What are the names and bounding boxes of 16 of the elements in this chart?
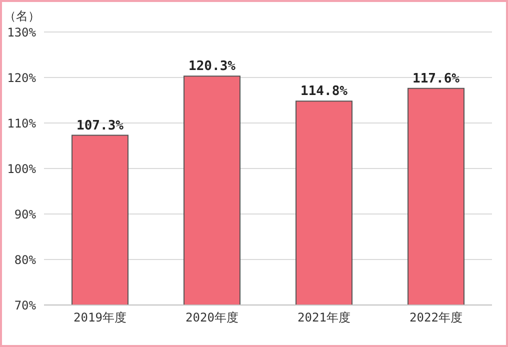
data-label: 107.3%	[76, 118, 124, 134]
x-tick-label: 2020年度	[186, 310, 238, 325]
data-label: 114.8%	[300, 84, 348, 100]
y-tick-label: 70%	[14, 298, 37, 312]
data-label: 120.3%	[188, 59, 236, 74]
y-tick-label: 120%	[7, 70, 37, 85]
x-tick-label: 2019年度	[74, 310, 126, 325]
y-tick-label: 100%	[7, 162, 37, 176]
y-axis-title: （名）	[4, 8, 40, 25]
y-tick-label: 90%	[14, 207, 37, 222]
y-tick-label: 110%	[7, 116, 37, 130]
x-tick-label: 2022年度	[410, 310, 462, 325]
x-tick-label: 2021年度	[298, 310, 350, 325]
data-label: 117.6%	[412, 71, 460, 86]
y-tick-label: 80%	[14, 252, 37, 267]
y-tick-label: 130%	[7, 25, 37, 40]
